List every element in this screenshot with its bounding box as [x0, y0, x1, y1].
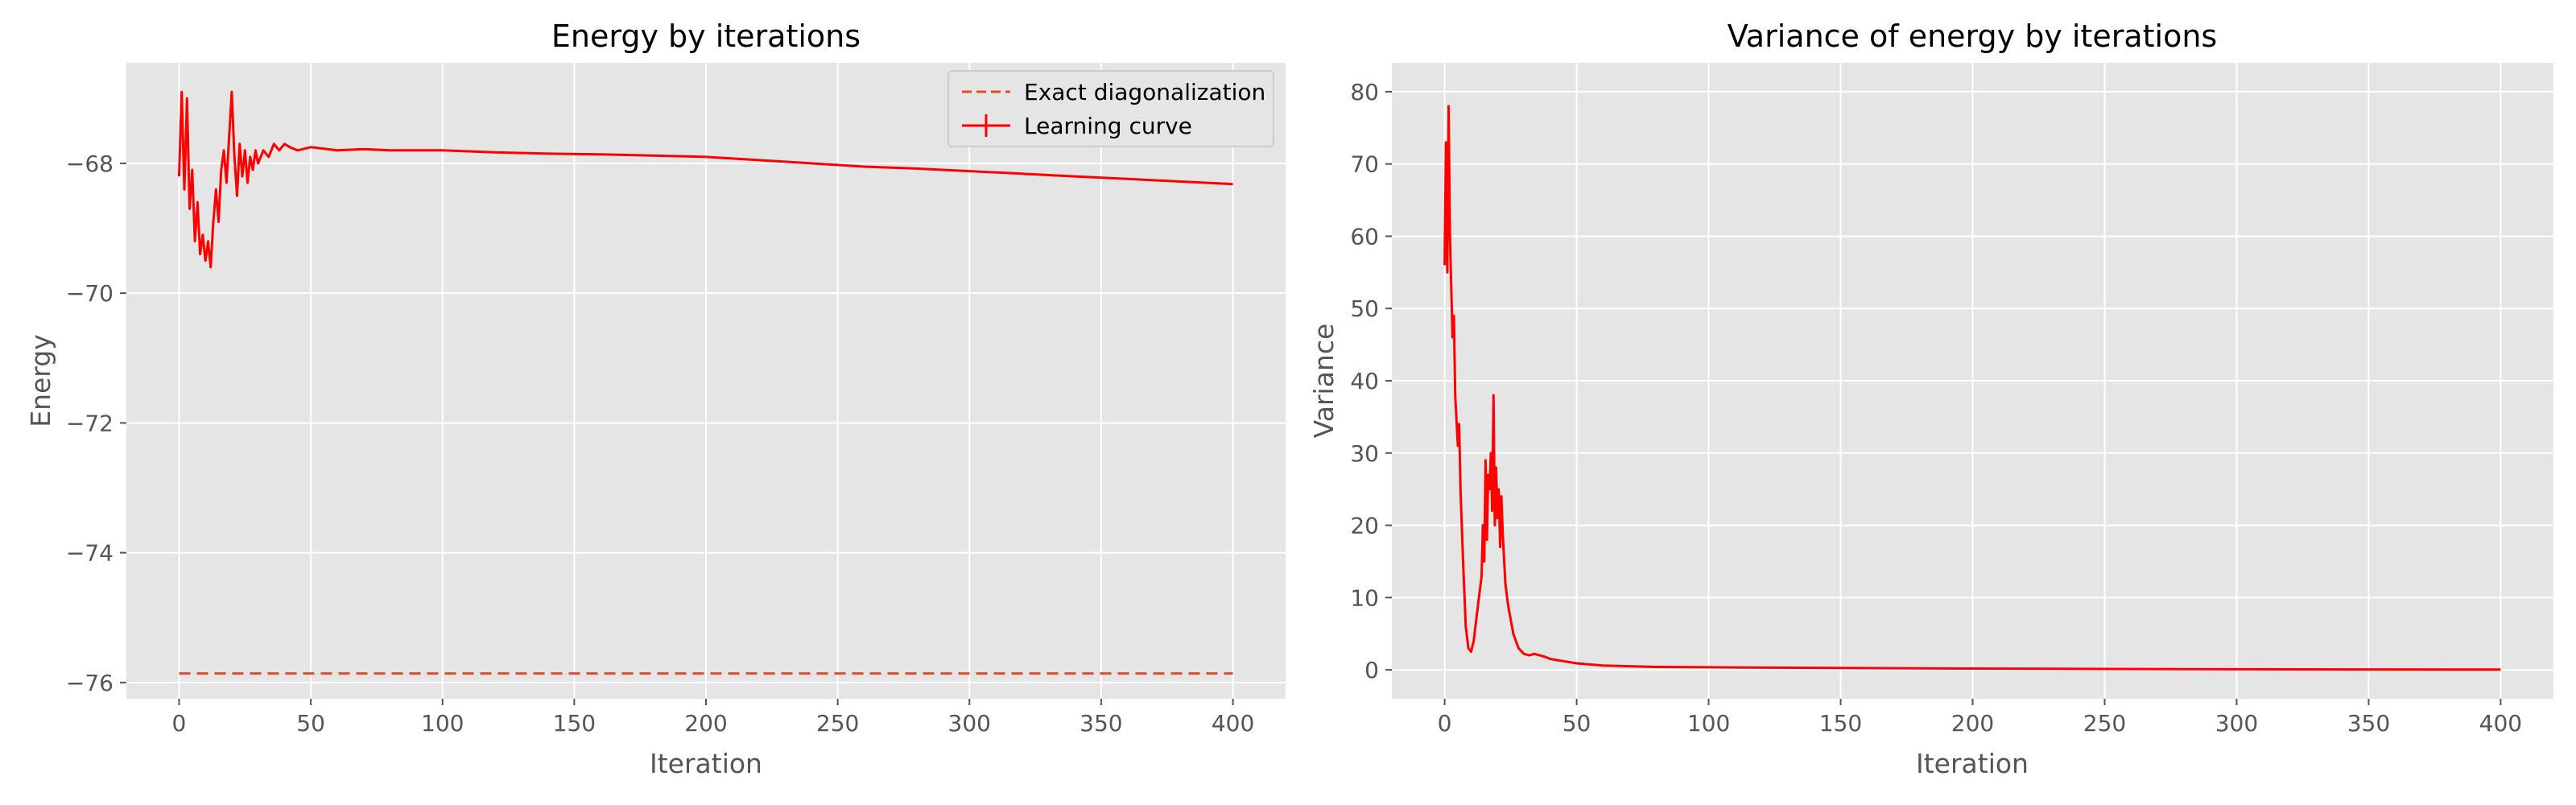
variance-x-tick-label: 400 — [2479, 710, 2522, 737]
energy-chart: 0 50 100 150 200 250 300 350 400−76−74−72−70−68 … — [25, 19, 1286, 779]
energy-chart-title: Energy by iterations — [551, 19, 861, 54]
energy-x-axis-label: Iteration — [650, 748, 762, 779]
energy-y-tick-label: −76 — [66, 670, 114, 696]
variance-x-tick-label: 250 — [2083, 710, 2126, 737]
energy-x-tick-label: 100 — [421, 710, 464, 737]
variance-chart: 0 50 100 150 200 250 300 350 400 0 10 20 30 40 50 60 70 8… — [1308, 19, 2553, 779]
variance-x-tick-label: 300 — [2215, 710, 2258, 737]
energy-legend-box — [947, 70, 1274, 147]
variance-x-tick-label: 0 — [1438, 710, 1452, 737]
variance-y-tick-label: 60 — [1350, 223, 1379, 250]
variance-x-tick-label: 350 — [2347, 710, 2390, 737]
variance-y-tick-label: 20 — [1350, 513, 1379, 539]
energy-legend: Exact diagonalization Learning curve — [947, 70, 1274, 147]
energy-y-axis-label: Energy — [25, 334, 56, 427]
energy-legend-label-exact: Exact diagonalization — [1024, 79, 1265, 105]
variance-y-tick-label: 30 — [1350, 440, 1379, 467]
energy-y-tick-label: −70 — [66, 280, 114, 307]
energy-x-tick-label: 150 — [553, 710, 596, 737]
energy-x-tick-label: 350 — [1080, 710, 1122, 737]
energy-x-tick-label: 50 — [296, 710, 325, 737]
energy-x-tick-label: 250 — [816, 710, 859, 737]
energy-x-tick-label: 400 — [1212, 710, 1254, 737]
variance-x-tick-label: 100 — [1687, 710, 1730, 737]
variance-y-tick-label: 70 — [1350, 151, 1379, 178]
variance-y-tick-label: 0 — [1364, 657, 1379, 683]
variance-y-tick-label: 50 — [1350, 295, 1379, 322]
variance-chart-title: Variance of energy by iterations — [1728, 19, 2217, 54]
variance-x-tick-label: 200 — [1951, 710, 1994, 737]
variance-x-tick-label: 50 — [1563, 710, 1591, 737]
variance-y-tick-label: 10 — [1350, 584, 1379, 611]
variance-y-tick-label: 40 — [1350, 368, 1379, 394]
variance-series-line — [1443, 105, 2501, 671]
energy-y-tick-label: −68 — [66, 151, 114, 177]
energy-y-tick-label: −74 — [66, 540, 114, 567]
energy-x-tick-label: 0 — [172, 710, 187, 737]
variance-y-axis-label: Variance — [1308, 324, 1340, 439]
energy-legend-label-learning: Learning curve — [1024, 113, 1192, 139]
energy-series-learning-curve — [178, 90, 1233, 269]
energy-x-tick-label: 200 — [684, 710, 727, 737]
variance-y-tick-label: 80 — [1350, 79, 1379, 105]
energy-y-tick-label: −72 — [66, 410, 114, 436]
variance-x-axis-label: Iteration — [1916, 748, 2029, 779]
variance-x-tick-label: 150 — [1819, 710, 1862, 737]
energy-x-tick-label: 300 — [948, 710, 991, 737]
